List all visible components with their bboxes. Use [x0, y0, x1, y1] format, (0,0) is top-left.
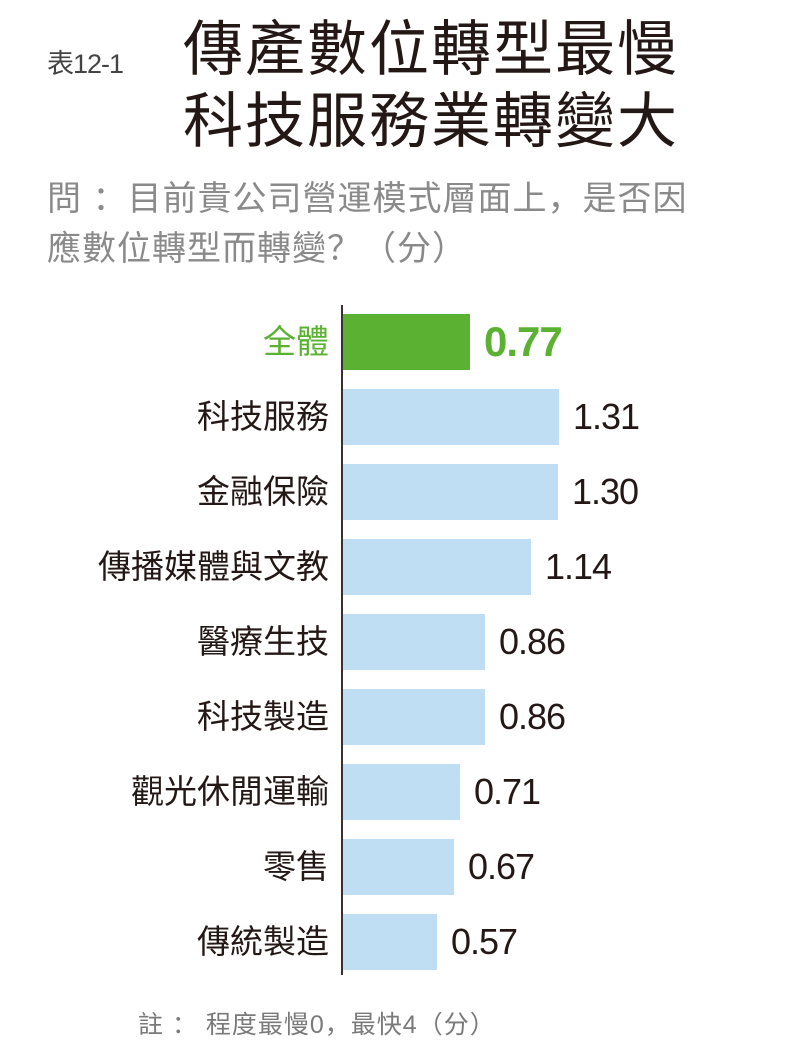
bar-row: 科技服務 1.31: [0, 389, 792, 445]
category-label: 科技製造: [197, 698, 329, 735]
category-label: 傳統製造: [197, 923, 329, 960]
bar-row: 傳統製造 0.57: [0, 914, 792, 970]
bar-row: 零售 0.67: [0, 839, 792, 895]
value-label: 0.67: [468, 846, 535, 887]
category-label: 觀光休閒運輸: [131, 773, 329, 810]
bar-row: 科技製造 0.86: [0, 689, 792, 745]
table-number: 表12-1: [47, 49, 124, 79]
value-label: 1.31: [573, 396, 640, 437]
category-label: 金融保險: [197, 473, 329, 510]
bar: [343, 614, 485, 670]
title-line-1: 傳產數位轉型最慢: [183, 16, 679, 83]
value-label: 0.57: [451, 921, 518, 962]
category-label: 零售: [263, 848, 329, 885]
title-line-2: 科技服務業轉變大: [183, 88, 679, 155]
footnote: 註 ： 程度最慢0，最快4（分）: [138, 1011, 496, 1039]
bar: [343, 539, 531, 595]
chart-title: 傳產數位轉型最慢 科技服務業轉變大: [183, 14, 679, 158]
category-label: 傳播媒體與文教: [98, 548, 329, 585]
category-label: 科技服務: [197, 398, 329, 435]
bar-row: 醫療生技 0.86: [0, 614, 792, 670]
value-label: 0.77: [484, 318, 563, 365]
bar-row: 金融保險 1.30: [0, 464, 792, 520]
bar-row: 傳播媒體與文教 1.14: [0, 539, 792, 595]
bar: [343, 689, 485, 745]
bar: [343, 764, 460, 820]
category-label: 醫療生技: [197, 623, 329, 660]
question-line-1: 問 ：目前貴公司營運模式層面上，是否因: [47, 180, 688, 218]
bar: [343, 314, 470, 370]
bar: [343, 464, 558, 520]
bar: [343, 914, 437, 970]
bar-row: 觀光休閒運輸 0.71: [0, 764, 792, 820]
value-label: 0.86: [499, 696, 566, 737]
bar: [343, 389, 559, 445]
bar: [343, 839, 454, 895]
value-label: 1.14: [545, 546, 612, 587]
value-label: 1.30: [572, 471, 639, 512]
value-label: 0.86: [499, 621, 566, 662]
category-label: 全體: [263, 323, 329, 360]
bar-row: 全體 0.77: [0, 314, 792, 370]
y-axis-line: [341, 305, 343, 975]
question-line-2: 應數位轉型而轉變？（分）: [47, 230, 467, 268]
survey-question: 問 ：目前貴公司營運模式層面上，是否因 應數位轉型而轉變？（分）: [47, 174, 767, 274]
value-label: 0.71: [474, 771, 541, 812]
